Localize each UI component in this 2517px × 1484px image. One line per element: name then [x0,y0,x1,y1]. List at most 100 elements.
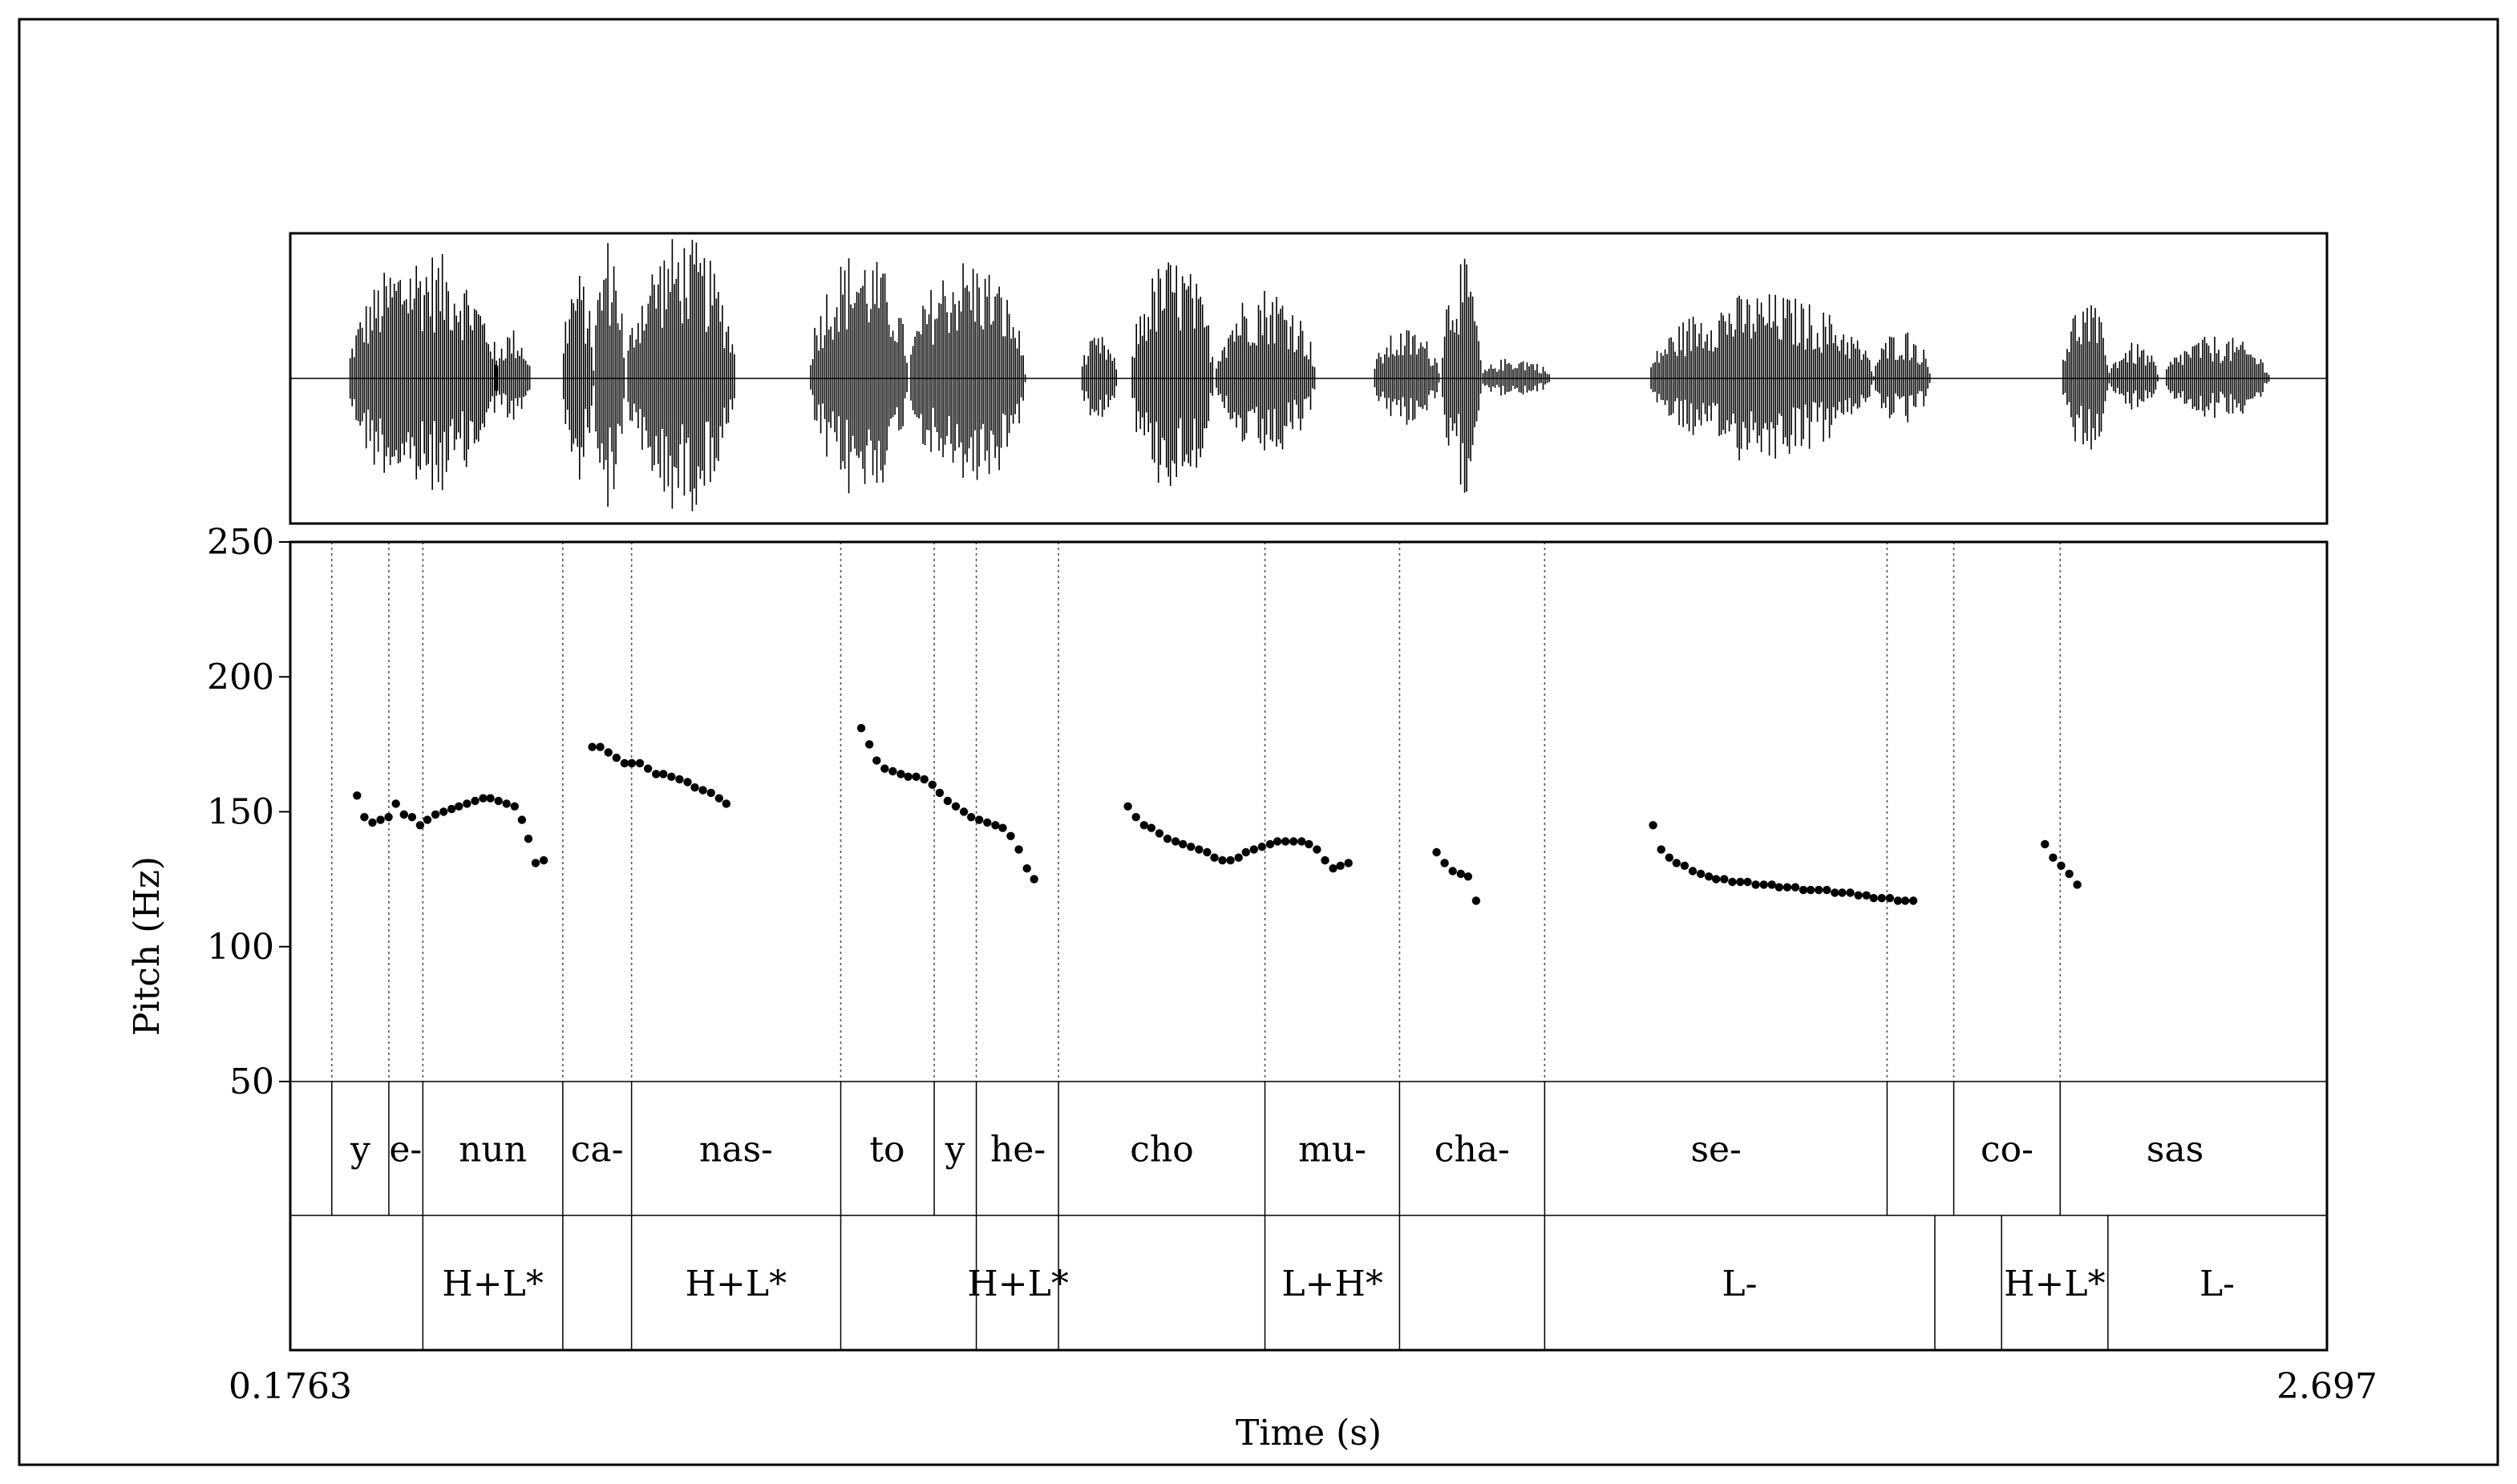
pitch-point [1696,869,1706,879]
pitch-point [983,818,992,827]
pitch-point [1171,837,1180,846]
pitch-point [935,788,945,798]
pitch-point [1846,888,1855,897]
pitch-point [706,788,715,798]
pitch-point [391,799,400,808]
pitch-point [714,794,723,803]
pitch-point [1179,839,1188,849]
syllable-label: y [945,1130,965,1171]
syllable-label: he- [990,1130,1046,1171]
pitch-point [1155,829,1164,838]
pitch-point [1187,843,1196,851]
pitch-point [1854,891,1863,900]
pitch-point [2041,839,2050,849]
pitch-point [510,802,519,811]
pitch-point [1657,845,1665,854]
pitch-point [904,772,913,781]
waveform-panel [289,232,2329,525]
pitch-point [1471,896,1481,905]
pitch-point [1344,859,1353,867]
pitch-point [1672,859,1681,867]
pitch-point [431,810,440,819]
pitch-point [1712,875,1721,884]
tone-label: H+L* [686,1264,787,1304]
pitch-point [951,802,961,811]
pitch-frame [289,540,2329,1352]
pitch-point [1908,896,1918,905]
syllable-label: sas [2147,1130,2203,1171]
pitch-point [690,783,699,792]
pitch-point [1226,855,1235,865]
pitch-point [455,802,463,811]
pitch-point [439,807,448,816]
pitch-point [588,742,597,751]
syllable-label: ca- [571,1130,624,1171]
pitch-point [1289,837,1298,846]
pitch-point [643,764,653,773]
tone-label: H+L* [2004,1264,2105,1304]
tone-label: L+H* [1281,1264,1382,1304]
y-tick-label: 250 [207,522,274,563]
pitch-point [698,786,707,795]
pitch-point [1297,837,1306,846]
pitch-point [1885,894,1895,903]
pitch-point [447,804,456,814]
pitch-point [920,774,929,784]
pitch-point [1030,875,1038,884]
y-tick-label: 100 [207,927,274,968]
outer-frame [18,18,2499,1466]
x-axis-label: Time (s) [1236,1413,1382,1454]
pitch-point [1799,885,1808,895]
syllable-label: nun [459,1130,527,1171]
pitch-point [1265,839,1275,849]
pitch-point [1210,853,1219,862]
pitch-point [353,791,362,800]
tone-label: H+L* [967,1264,1068,1304]
waveform-frame [289,232,2329,525]
pitch-point [368,818,377,827]
pitch-point [1751,880,1760,889]
tone-label: H+L* [442,1264,543,1304]
y-tick-label: 150 [207,792,274,833]
pitch-point [1704,872,1714,881]
pitch-point [888,766,897,776]
syllable-label: nas- [699,1130,773,1171]
pitch-point [360,813,369,822]
pitch-point [1163,835,1172,843]
pitch-point [1759,880,1768,889]
y-tick-label: 50 [229,1061,274,1102]
pitch-point [494,796,503,806]
pitch-point [1329,864,1337,873]
pitch-point [967,813,976,822]
pitch-point [1688,867,1698,875]
pitch-point [912,772,921,781]
pitch-point [1877,894,1886,903]
pitch-point [2073,880,2082,889]
syllable-label: co- [1981,1130,2033,1171]
pitch-point [1774,883,1783,892]
pitch-point [1321,855,1329,865]
pitch-point [1736,877,1745,887]
y-axis-label: Pitch (Hz) [127,856,168,1036]
pitch-point [399,810,408,819]
pitch-point [423,815,432,824]
pitch-point [722,799,730,808]
pitch-point [479,794,488,803]
pitch-point [1432,847,1441,857]
pitch-point [1234,853,1243,862]
pitch-point [1147,823,1156,832]
pitch-point [856,724,866,733]
pitch-point [1006,831,1015,841]
pitch-point [1869,894,1878,903]
pitch-point [872,756,881,765]
pitch-point [1806,885,1815,895]
pitch-point [1649,821,1657,830]
syllable-label: to [869,1130,904,1171]
pitch-point [539,855,548,865]
pitch-point [1313,845,1321,854]
pitch-point [1893,896,1903,905]
pitch-point [1203,847,1212,857]
pitch-point [2049,853,2058,862]
pitch-point [627,758,637,768]
